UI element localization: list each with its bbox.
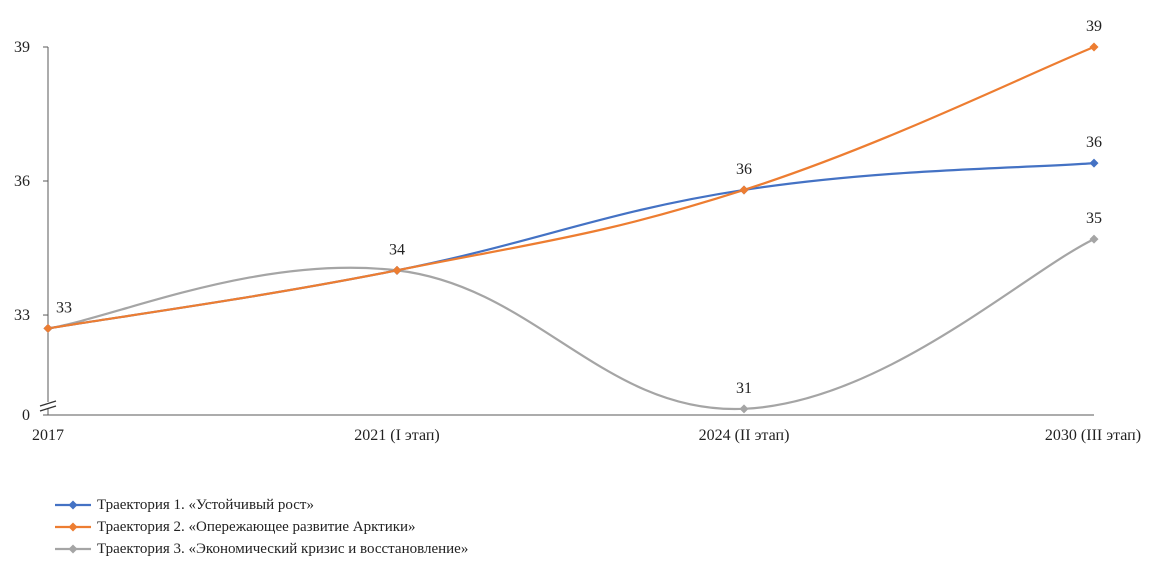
data-label: 33	[56, 299, 72, 316]
legend-item-3: Траектория 3. «Экономический кризис и во…	[55, 538, 468, 560]
x-tick-label: 2017	[32, 427, 64, 444]
data-point-series-2	[739, 185, 749, 195]
data-label: 31	[736, 380, 752, 397]
x-tick-label: 2030 (III этап)	[1045, 427, 1141, 444]
series-line-3	[47, 238, 1095, 410]
y-tick-label: 0	[22, 407, 30, 424]
data-label: 35	[1086, 210, 1102, 227]
data-point-series-1	[1089, 158, 1099, 168]
legend-swatch-icon	[55, 544, 91, 554]
axis-break-gap	[40, 402, 56, 408]
data-label: 36	[736, 161, 752, 178]
legend-swatch-icon	[55, 522, 91, 532]
line-chart: 0 33 36 39 2017 2021 (I этап) 2024 (II этап) 20…	[14, 18, 1141, 444]
x-tick-label: 2024 (II этап)	[699, 427, 790, 444]
data-point-series-2	[1089, 42, 1099, 52]
legend-swatch-icon	[55, 500, 91, 510]
series-layer	[43, 42, 1099, 414]
axis-break-mark	[39, 400, 57, 407]
legend-label: Траектория 3. «Экономический кризис и во…	[97, 540, 469, 557]
legend: Траектория 1. «Устойчивый рост» Траектори…	[55, 494, 468, 560]
legend-label: Траектория 2. «Опережающее развитие Аркт…	[97, 518, 416, 535]
axes: 0 33 36 39 2017 2021 (I этап) 2024 (II этап) 20…	[14, 39, 1141, 444]
legend-item-2: Траектория 2. «Опережающее развитие Аркт…	[55, 516, 468, 538]
x-tick-label: 2021 (I этап)	[354, 427, 440, 444]
axis-break-mark	[39, 405, 57, 412]
y-tick-label: 39	[14, 39, 30, 56]
legend-label: Траектория 1. «Устойчивый рост»	[97, 496, 314, 513]
data-point-series-3	[1089, 234, 1099, 244]
data-label: 34	[389, 241, 405, 258]
legend-item-1: Траектория 1. «Устойчивый рост»	[55, 494, 468, 516]
data-point-series-2	[392, 265, 402, 275]
y-tick-label: 36	[14, 173, 30, 190]
series-line-2	[47, 45, 1095, 330]
y-tick-label: 33	[14, 307, 30, 324]
data-labels: 36 36 39 33 34 31 35	[56, 18, 1102, 397]
data-point-series-2	[43, 323, 53, 333]
data-label: 39	[1086, 18, 1102, 35]
data-point-series-3	[739, 404, 749, 414]
data-label: 36	[1086, 134, 1102, 151]
